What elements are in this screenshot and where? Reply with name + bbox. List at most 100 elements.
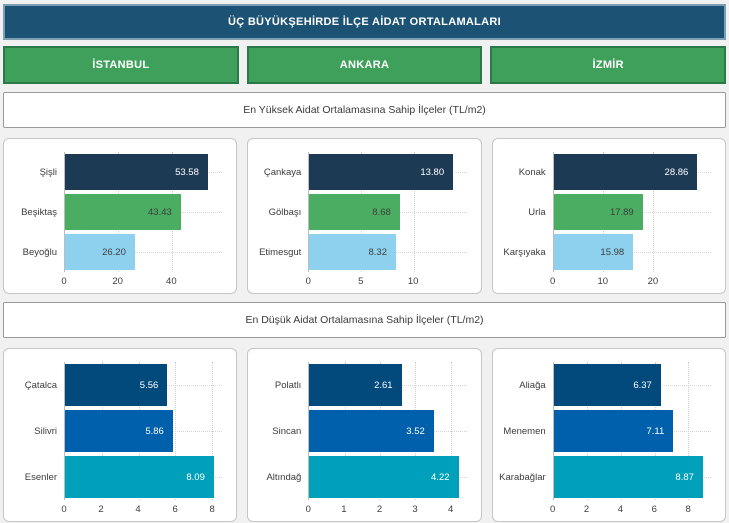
- bar-çatalca: 5.56: [65, 364, 168, 406]
- plot-grid: 5.56 5.86 8.09: [64, 362, 223, 500]
- bar-aliağa: 6.37: [553, 364, 661, 406]
- bar-row: 8.09: [65, 454, 222, 500]
- bar-value-label: 8.32: [368, 246, 388, 258]
- bars-container: 28.86 17.89 15.98: [553, 152, 711, 272]
- x-axis: 0 5 10: [306, 272, 466, 289]
- bar-value-label: 15.98: [600, 246, 625, 258]
- x-axis-tick: 1: [341, 504, 347, 515]
- bar-row: 13.80: [309, 152, 466, 192]
- x-axis-tick: 6: [172, 504, 178, 515]
- plot-area-highest-ankara: Çankaya Gölbaşı Etimesgut 13.80 8.68 8.32: [258, 152, 467, 272]
- plot-grid: 2.61 3.52 4.22: [308, 362, 467, 500]
- plot-grid: 28.86 17.89 15.98: [552, 152, 711, 272]
- bar-value-label: 13.80: [420, 166, 445, 178]
- y-axis-labels: Aliağa Menemen Karabağlar: [499, 362, 553, 500]
- y-axis-labels: Çankaya Gölbaşı Etimesgut: [258, 152, 308, 272]
- bars-container: 2.61 3.52 4.22: [309, 362, 466, 500]
- bars-container: 13.80 8.68 8.32: [309, 152, 466, 272]
- y-axis-labels: Şişli Beşiktaş Beyoğlu: [14, 152, 64, 272]
- dashboard-title: ÜÇ BÜYÜKŞEHİRDE İLÇE AİDAT ORTALAMALARI: [227, 16, 502, 28]
- x-axis-tick: 0: [61, 276, 67, 287]
- plot-area-highest-istanbul: Şişli Beşiktaş Beyoğlu 53.58 43.43 26.20: [14, 152, 223, 272]
- y-axis-labels: Konak Urla Karşıyaka: [503, 152, 553, 272]
- section-title-highest: En Yüksek Aidat Ortalamasına Sahip İlçel…: [3, 92, 726, 128]
- bar-row: 43.43: [65, 192, 222, 232]
- bar-value-label: 7.11: [646, 425, 665, 437]
- gridline-horizontal: [65, 252, 223, 253]
- bar-value-label: 4.22: [431, 471, 450, 483]
- bar-value-label: 3.52: [406, 425, 425, 437]
- x-axis-tick: 2: [376, 504, 383, 515]
- plot-grid: 53.58 43.43 26.20: [64, 152, 223, 272]
- x-axis-tick: 40: [166, 276, 177, 287]
- bar-urla: 17.89: [553, 194, 643, 230]
- chart-card-lowest-izmir: Aliağa Menemen Karabağlar 6.37 7.11 8.87 0 2 4 6 8: [491, 348, 726, 522]
- bar-value-label: 17.89: [609, 206, 634, 218]
- city-button-istanbul-label: İSTANBUL: [92, 59, 150, 71]
- x-axis-tick: 4: [447, 504, 454, 515]
- category-label: Polatlı: [274, 379, 302, 391]
- bar-esenler: 8.09: [65, 456, 214, 498]
- section-title-highest-label: En Yüksek Aidat Ortalamasına Sahip İlçel…: [243, 104, 486, 116]
- city-button-ankara[interactable]: ANKARA: [246, 46, 483, 84]
- bar-chart-highest-izmir: Konak Urla Karşıyaka 28.86 17.89 15.98 0 10 20: [503, 152, 711, 289]
- bar-row: 26.20: [65, 232, 222, 272]
- plot-area-lowest-izmir: Aliağa Menemen Karabağlar 6.37 7.11 8.87: [499, 362, 711, 500]
- bar-row: 8.87: [553, 454, 711, 500]
- category-label: Konak: [518, 166, 546, 178]
- bar-value-label: 8.68: [372, 206, 391, 218]
- category-label: Menemen: [503, 425, 546, 437]
- city-button-istanbul[interactable]: İSTANBUL: [3, 46, 239, 84]
- bar-row: 53.58: [65, 152, 222, 192]
- bar-value-label: 8.09: [186, 471, 205, 483]
- bar-row: 3.52: [309, 408, 466, 454]
- chart-card-lowest-ankara: Polatlı Sincan Altındağ 2.61 3.52 4.22 0 1 2 3 4: [247, 348, 482, 522]
- bar-chart-lowest-ankara: Polatlı Sincan Altındağ 2.61 3.52 4.22 0 1 2 3 4: [258, 362, 467, 517]
- charts-row-lowest: Çatalca Silivri Esenler 5.56 5.86 8.09 0 2 4 6 8 Po…: [3, 348, 726, 522]
- bar-row: 6.37: [553, 362, 711, 408]
- category-label: Beşiktaş: [21, 206, 57, 218]
- bar-row: 28.86: [553, 152, 711, 192]
- bar-value-label: 8.87: [675, 471, 694, 483]
- category-label: Aliağa: [519, 379, 546, 391]
- x-axis-tick: 3: [412, 504, 418, 515]
- x-axis-tick: 2: [98, 504, 104, 515]
- bar-row: 4.22: [309, 454, 466, 500]
- bar-etimesgut: 8.32: [309, 234, 396, 270]
- chart-card-highest-ankara: Çankaya Gölbaşı Etimesgut 13.80 8.68 8.32 0 5 10: [247, 138, 482, 294]
- bar-gölbaşı: 8.68: [309, 194, 400, 230]
- y-axis-labels: Çatalca Silivri Esenler: [14, 362, 64, 500]
- x-axis: 0 10 20: [550, 272, 711, 289]
- category-label: Karşıyaka: [503, 246, 546, 258]
- x-axis-tick: 2: [583, 504, 590, 515]
- bar-karşıyaka: 15.98: [553, 234, 634, 270]
- category-label: Altındağ: [266, 471, 302, 483]
- bar-value-label: 5.86: [145, 425, 164, 437]
- category-label: Çatalca: [24, 379, 57, 391]
- x-axis: 0 2 4 6 8: [550, 500, 711, 517]
- category-label: Gölbaşı: [268, 206, 302, 218]
- bar-value-label: 43.43: [148, 206, 172, 218]
- y-axis-labels: Polatlı Sincan Altındağ: [258, 362, 308, 500]
- bar-konak: 28.86: [553, 154, 698, 190]
- x-axis-tick: 5: [358, 276, 364, 287]
- x-axis: 0 20 40: [61, 272, 222, 289]
- category-label: Esenler: [24, 471, 57, 483]
- bar-row: 15.98: [553, 232, 711, 272]
- category-label: Şişli: [39, 166, 57, 178]
- x-axis-tick: 0: [550, 276, 556, 287]
- bar-chart-lowest-izmir: Aliağa Menemen Karabağlar 6.37 7.11 8.87 0 2 4 6 8: [499, 362, 711, 517]
- city-button-ankara-label: ANKARA: [339, 59, 390, 71]
- bar-value-label: 6.37: [633, 379, 652, 391]
- chart-card-lowest-istanbul: Çatalca Silivri Esenler 5.56 5.86 8.09 0 2 4 6 8: [3, 348, 238, 522]
- x-axis-tick: 4: [135, 504, 141, 515]
- x-axis: 0 1 2 3 4: [306, 500, 466, 517]
- bar-şişli: 53.58: [65, 154, 208, 190]
- plot-area-highest-izmir: Konak Urla Karşıyaka 28.86 17.89 15.98: [503, 152, 711, 272]
- city-button-izmir[interactable]: İZMİR: [490, 46, 727, 84]
- plot-grid: 13.80 8.68 8.32: [308, 152, 467, 272]
- bars-container: 6.37 7.11 8.87: [553, 362, 711, 500]
- bar-beyoğlu: 26.20: [65, 234, 135, 270]
- bar-beşiktaş: 43.43: [65, 194, 181, 230]
